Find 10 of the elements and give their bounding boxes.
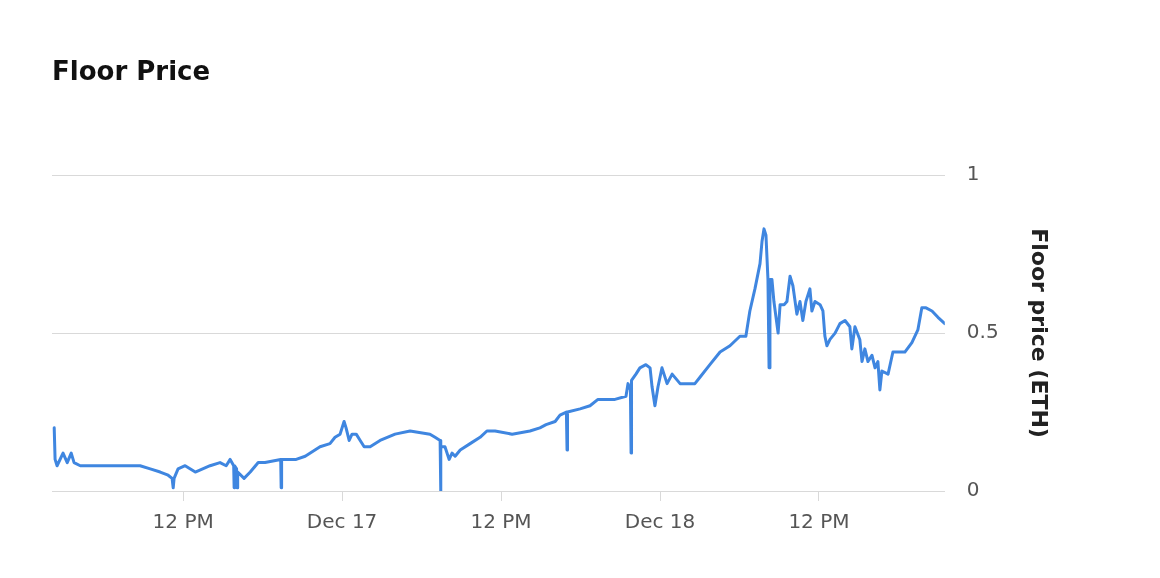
x-tick-label: Dec 18 xyxy=(624,509,696,534)
x-tick-label: Dec 17 xyxy=(306,509,378,534)
x-tick-label: 12 PM xyxy=(470,509,532,534)
y-axis-title: Floor price (ETH) xyxy=(1027,228,1053,438)
chart-title: Floor Price xyxy=(52,56,211,87)
y-tick-label: 0 xyxy=(966,477,980,502)
y-tick-label: 1 xyxy=(966,161,980,186)
y-tick-label: 0.5 xyxy=(966,319,999,344)
x-tick-label: 12 PM xyxy=(788,509,850,534)
x-tick-label: 12 PM xyxy=(152,509,214,534)
